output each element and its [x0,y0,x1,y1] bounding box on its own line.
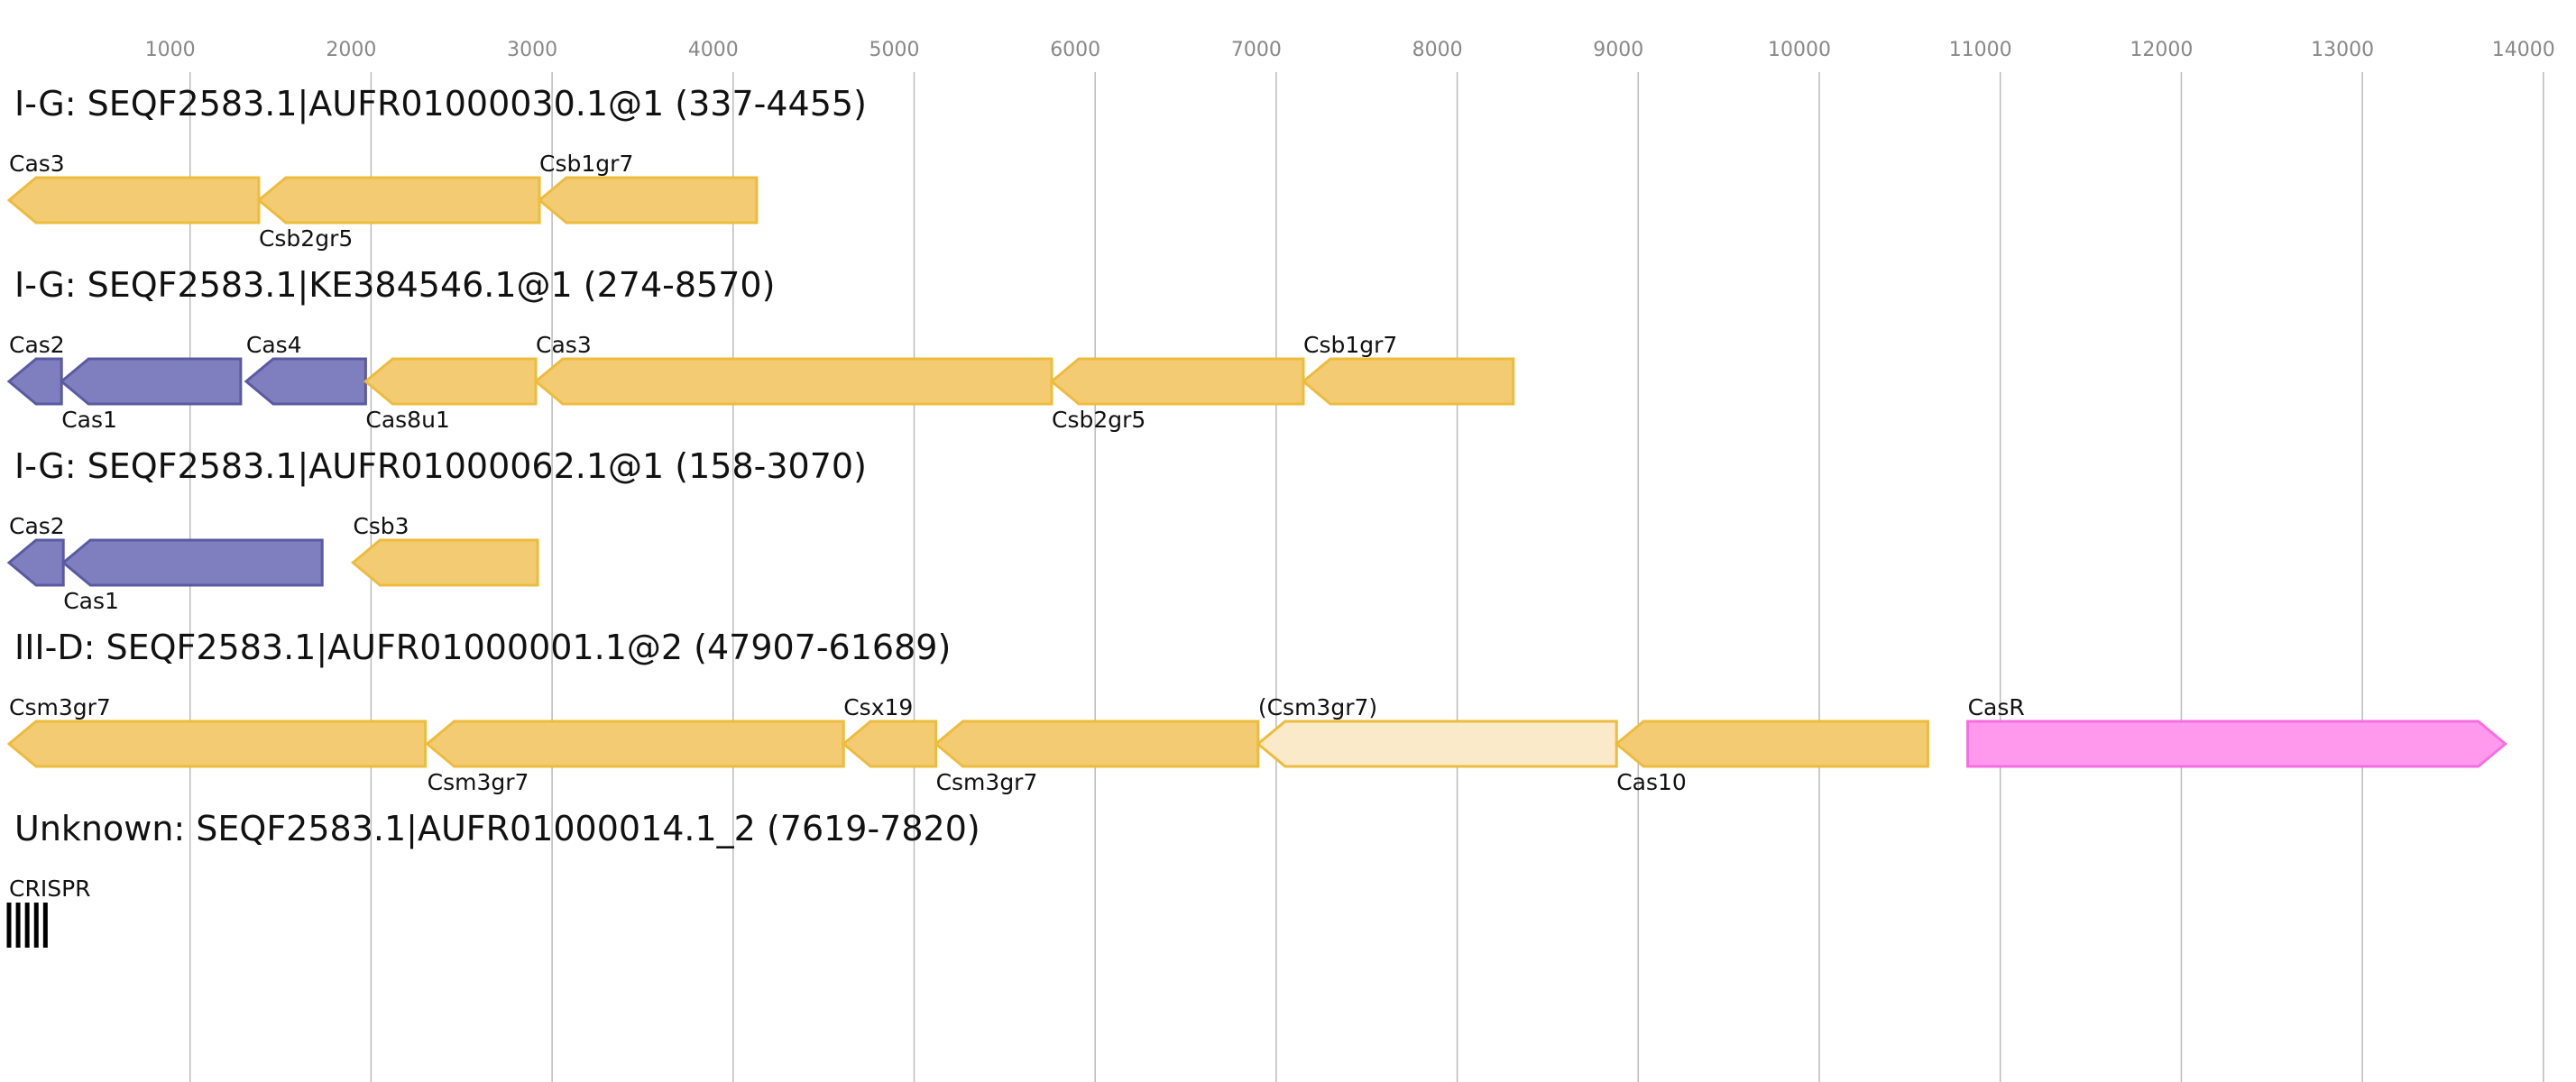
gene-label: Csb2gr5 [259,225,353,252]
gene-arrow [350,538,539,587]
gene-label: Cas2 [9,513,65,539]
gene-arrow [934,720,1260,768]
gene-label: Cas8u1 [365,407,449,433]
track: I-G: SEQF2583.1|AUFR01000030.1@1 (337-44… [6,84,867,252]
axis-tick-label: 10000 [1768,39,1831,61]
axis-tick-label: 4000 [688,39,739,61]
crispr-label: CRISPR [9,876,91,902]
gene-label: Cas1 [63,588,119,614]
gene-arrow [425,720,845,768]
tracks-layer: I-G: SEQF2583.1|AUFR01000030.1@1 (337-44… [6,84,2507,948]
gene-arrow [6,538,65,587]
gene-arrow [6,357,63,406]
gene-label: (Csm3gr7) [1258,694,1377,720]
gene-arrow [841,720,938,768]
axis-tick-label: 5000 [869,39,920,61]
gene-label: Cas10 [1616,769,1687,795]
axis-tick-label: 12000 [2130,39,2193,61]
gene-label: Cas1 [61,407,117,433]
gene-arrow [537,176,759,225]
gene-label: Csm3gr7 [9,694,111,720]
gene-arrow [1256,720,1618,768]
track-title: III-D: SEQF2583.1|AUFR01000001.1@2 (4790… [14,628,951,668]
gene-arrow [256,176,541,225]
gene-label: Csb1gr7 [539,151,633,177]
gene-label: Csb2gr5 [1052,407,1145,433]
gene-label: Cas3 [536,332,592,358]
gene-arrow [1301,357,1515,406]
axis-tick-label: 8000 [1412,39,1463,61]
track: III-D: SEQF2583.1|AUFR01000001.1@2 (4790… [6,628,2507,795]
axis-tick-label: 2000 [326,39,376,61]
gene-arrow [59,357,243,406]
track: Unknown: SEQF2583.1|AUFR01000014.1_2 (76… [6,809,980,948]
axis-tick-label: 6000 [1050,39,1100,61]
gene-arrow [1049,357,1305,406]
gene-arrow [533,357,1053,406]
axis-tick-label: 13000 [2311,39,2374,61]
gene-arrow [244,357,367,406]
gene-label: Csm3gr7 [936,769,1038,795]
track: I-G: SEQF2583.1|AUFR01000062.1@1 (158-30… [6,446,867,614]
gene-label: Csx19 [843,694,913,720]
track-title: I-G: SEQF2583.1|KE384546.1@1 (274-8570) [14,265,775,306]
gene-label: Cas4 [246,332,302,358]
axis-tick-label: 7000 [1231,39,1282,61]
axis-tick-label: 14000 [2492,39,2555,61]
track-title: Unknown: SEQF2583.1|AUFR01000014.1_2 (76… [14,809,980,849]
gene-arrow [60,538,324,587]
gene-label: Csb3 [353,513,409,539]
grid-layer: 1000 2000 3000 4000 5000 6000 7000 8000 9000 1000… [145,39,2555,1082]
gene-arrow [1614,720,1929,768]
gene-arrow [6,720,428,768]
axis-tick-label: 3000 [507,39,557,61]
gene-arrow [6,176,261,225]
axis-tick-label: 1000 [145,39,196,61]
gene-arrow [1966,720,2507,768]
gene-label: Cas3 [9,151,65,177]
axis-tick-label: 11000 [1949,39,2012,61]
axis-tick-label: 9000 [1593,39,1643,61]
track-title: I-G: SEQF2583.1|AUFR01000030.1@1 (337-44… [14,84,867,124]
gene-label: Csb1gr7 [1303,332,1397,358]
gene-label: Cas2 [9,332,65,358]
gene-label: CasR [1968,694,2025,720]
gene-arrow [363,357,538,406]
track: I-G: SEQF2583.1|KE384546.1@1 (274-8570) C… [6,265,1515,433]
track-title: I-G: SEQF2583.1|AUFR01000062.1@1 (158-30… [14,446,867,487]
gene-label: Csm3gr7 [428,769,529,795]
